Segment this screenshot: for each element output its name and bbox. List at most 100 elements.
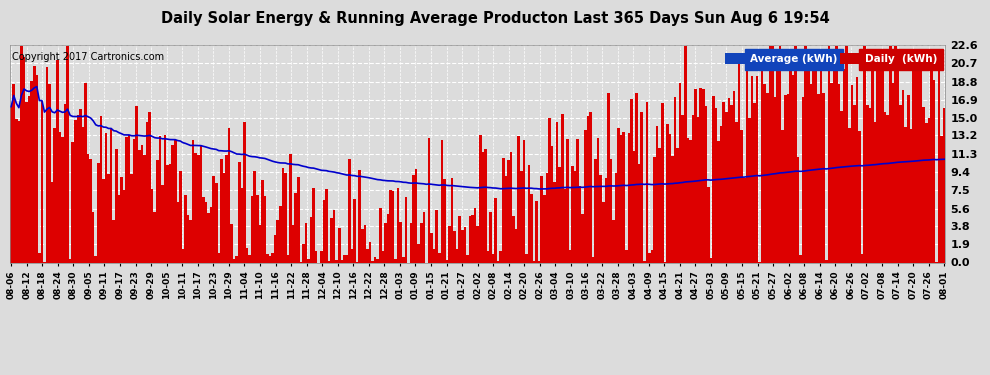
Bar — [453, 231, 455, 262]
Bar — [792, 75, 794, 262]
Bar — [738, 62, 741, 262]
Bar — [271, 253, 274, 262]
Bar — [31, 81, 33, 262]
Bar — [441, 140, 444, 262]
Bar — [923, 108, 925, 262]
Bar — [53, 128, 56, 262]
Bar — [276, 220, 279, 262]
Bar — [253, 171, 256, 262]
Bar — [912, 53, 915, 262]
Bar — [628, 133, 631, 262]
Bar — [166, 165, 169, 262]
Bar — [192, 140, 194, 262]
Bar — [528, 165, 531, 262]
Bar — [928, 118, 930, 262]
Bar — [241, 188, 244, 262]
Bar — [889, 46, 892, 262]
Bar — [810, 84, 812, 262]
Legend: Average (kWh), Daily  (kWh): Average (kWh), Daily (kWh) — [722, 50, 940, 68]
Bar — [712, 96, 715, 262]
Bar — [387, 214, 389, 262]
Bar — [231, 224, 233, 262]
Bar — [694, 88, 697, 262]
Bar — [545, 173, 548, 262]
Bar — [438, 253, 441, 262]
Bar — [200, 145, 202, 262]
Bar — [18, 121, 20, 262]
Bar — [805, 46, 807, 262]
Bar — [246, 248, 248, 262]
Bar — [592, 258, 594, 262]
Bar — [468, 216, 471, 262]
Bar — [505, 176, 507, 262]
Bar — [905, 127, 907, 262]
Bar — [781, 130, 784, 262]
Bar — [876, 63, 879, 262]
Bar — [579, 186, 581, 262]
Bar — [930, 54, 933, 262]
Bar — [894, 46, 897, 262]
Bar — [581, 214, 584, 262]
Bar — [820, 68, 823, 262]
Bar — [10, 106, 13, 262]
Bar — [418, 244, 420, 262]
Bar — [612, 220, 615, 262]
Bar — [863, 46, 866, 262]
Bar — [779, 46, 781, 262]
Bar — [576, 139, 579, 262]
Bar — [297, 177, 300, 262]
Bar — [450, 178, 453, 262]
Bar — [197, 155, 200, 262]
Bar — [871, 61, 874, 262]
Bar — [46, 67, 49, 262]
Bar — [350, 249, 353, 262]
Bar — [28, 96, 31, 262]
Bar — [687, 138, 689, 262]
Bar — [494, 198, 497, 262]
Bar — [389, 190, 392, 262]
Bar — [544, 195, 545, 262]
Bar — [836, 46, 838, 262]
Bar — [423, 212, 425, 262]
Bar — [381, 251, 384, 262]
Bar — [379, 207, 381, 262]
Bar — [666, 124, 668, 262]
Bar — [523, 140, 525, 262]
Bar — [279, 206, 281, 262]
Bar — [550, 146, 553, 262]
Bar — [823, 93, 825, 262]
Bar — [741, 130, 742, 262]
Bar — [933, 80, 936, 262]
Bar — [238, 162, 241, 262]
Bar — [940, 136, 942, 262]
Bar — [236, 256, 238, 262]
Bar — [153, 211, 156, 262]
Bar — [568, 250, 571, 262]
Bar — [812, 66, 815, 262]
Bar — [448, 226, 450, 262]
Bar — [420, 223, 423, 262]
Bar — [141, 146, 144, 262]
Bar — [479, 135, 481, 262]
Bar — [676, 147, 679, 262]
Bar — [474, 208, 476, 262]
Bar — [250, 196, 253, 262]
Bar — [384, 223, 387, 262]
Bar — [281, 168, 284, 262]
Bar — [181, 249, 184, 262]
Bar — [15, 119, 18, 262]
Bar — [481, 152, 484, 262]
Bar — [397, 188, 400, 262]
Bar — [328, 261, 331, 262]
Bar — [394, 258, 397, 262]
Bar — [605, 177, 607, 262]
Bar — [507, 160, 510, 262]
Bar — [412, 175, 415, 262]
Bar — [707, 187, 710, 262]
Bar — [20, 46, 23, 262]
Bar — [561, 114, 563, 262]
Bar — [150, 189, 153, 262]
Bar — [105, 134, 107, 262]
Bar — [358, 170, 361, 262]
Bar — [830, 83, 833, 262]
